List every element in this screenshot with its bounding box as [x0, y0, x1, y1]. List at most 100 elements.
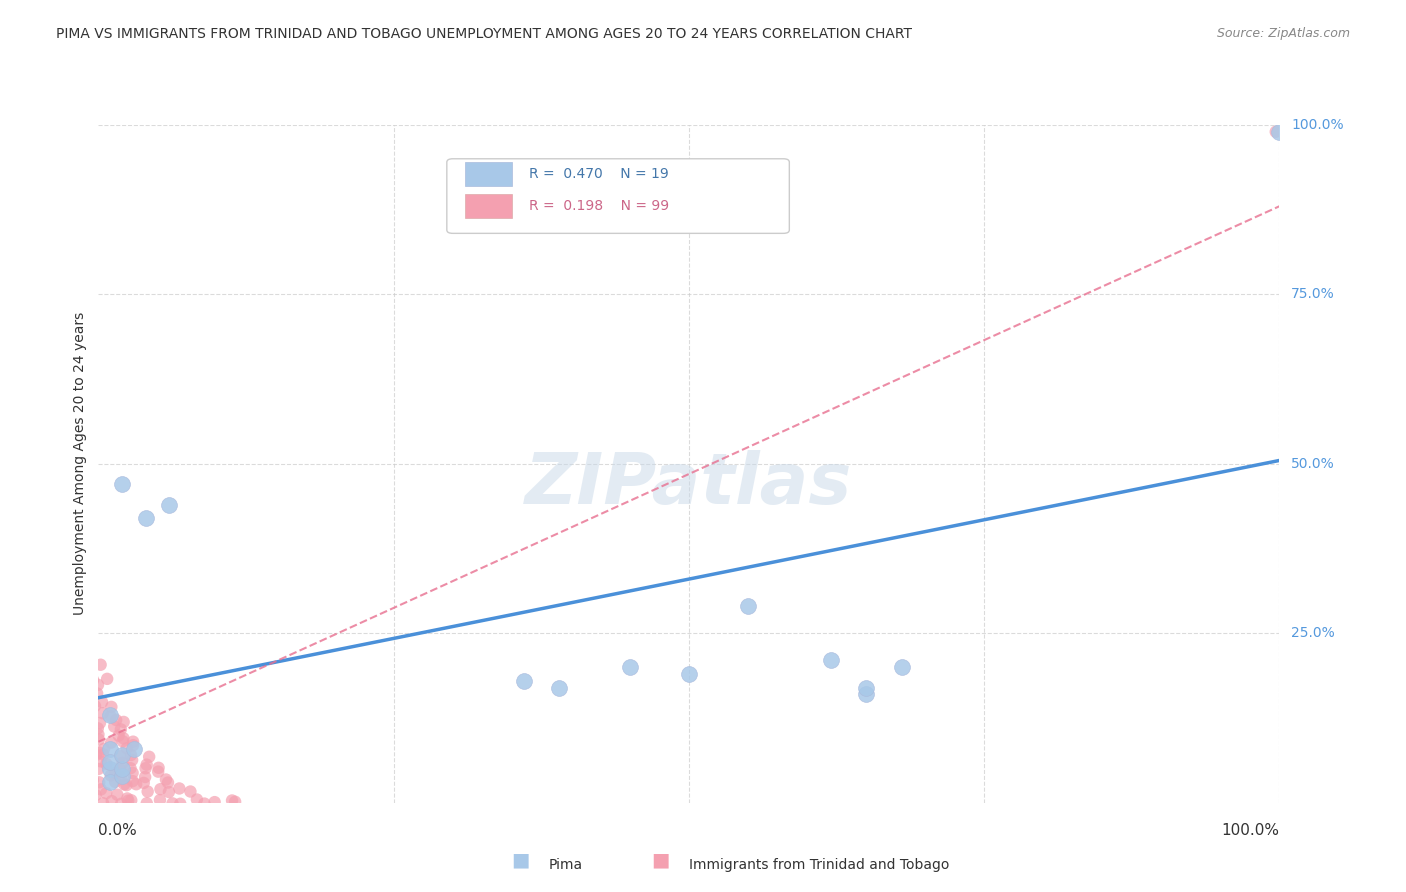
Immigrants from Trinidad and Tobago: [93, 742, 115, 756]
Pima: [820, 653, 842, 667]
Immigrants from Trinidad and Tobago: [122, 738, 145, 752]
Text: R =  0.470    N = 19: R = 0.470 N = 19: [530, 168, 669, 181]
Immigrants from Trinidad and Tobago: [89, 775, 111, 789]
Immigrants from Trinidad and Tobago: [89, 746, 111, 760]
Immigrants from Trinidad and Tobago: [84, 747, 107, 762]
Pima: [855, 681, 877, 695]
Immigrants from Trinidad and Tobago: [120, 793, 142, 807]
Immigrants from Trinidad and Tobago: [186, 792, 208, 806]
Immigrants from Trinidad and Tobago: [103, 719, 125, 733]
Immigrants from Trinidad and Tobago: [110, 797, 132, 811]
Immigrants from Trinidad and Tobago: [169, 797, 191, 811]
Immigrants from Trinidad and Tobago: [121, 765, 143, 780]
Immigrants from Trinidad and Tobago: [135, 761, 157, 775]
Text: ZIPatlas: ZIPatlas: [526, 450, 852, 518]
Immigrants from Trinidad and Tobago: [156, 775, 179, 789]
Immigrants from Trinidad and Tobago: [107, 729, 129, 743]
Immigrants from Trinidad and Tobago: [100, 709, 122, 723]
Text: 0.0%: 0.0%: [98, 823, 138, 838]
Immigrants from Trinidad and Tobago: [101, 794, 124, 808]
Immigrants from Trinidad and Tobago: [87, 722, 110, 736]
Y-axis label: Unemployment Among Ages 20 to 24 years: Unemployment Among Ages 20 to 24 years: [73, 312, 87, 615]
Immigrants from Trinidad and Tobago: [157, 785, 180, 799]
Text: Pima: Pima: [548, 858, 582, 872]
Pima: [111, 477, 134, 491]
Immigrants from Trinidad and Tobago: [91, 747, 114, 762]
Text: ■: ■: [651, 850, 671, 869]
Immigrants from Trinidad and Tobago: [221, 793, 243, 807]
Text: 25.0%: 25.0%: [1291, 626, 1336, 640]
Pima: [111, 748, 134, 763]
Immigrants from Trinidad and Tobago: [82, 673, 104, 687]
Immigrants from Trinidad and Tobago: [86, 686, 108, 700]
Immigrants from Trinidad and Tobago: [122, 734, 145, 748]
Immigrants from Trinidad and Tobago: [136, 784, 159, 798]
Pima: [111, 762, 134, 776]
Immigrants from Trinidad and Tobago: [179, 784, 201, 798]
Immigrants from Trinidad and Tobago: [87, 732, 110, 747]
Immigrants from Trinidad and Tobago: [112, 731, 135, 746]
Immigrants from Trinidad and Tobago: [204, 795, 226, 809]
Immigrants from Trinidad and Tobago: [135, 757, 157, 772]
Immigrants from Trinidad and Tobago: [105, 788, 128, 802]
Immigrants from Trinidad and Tobago: [84, 699, 107, 714]
Immigrants from Trinidad and Tobago: [100, 699, 122, 714]
Immigrants from Trinidad and Tobago: [120, 747, 142, 762]
FancyBboxPatch shape: [447, 159, 789, 234]
Immigrants from Trinidad and Tobago: [155, 772, 177, 787]
Pima: [1268, 125, 1291, 139]
Text: Source: ZipAtlas.com: Source: ZipAtlas.com: [1216, 27, 1350, 40]
Immigrants from Trinidad and Tobago: [169, 781, 191, 796]
Immigrants from Trinidad and Tobago: [162, 797, 184, 811]
Pima: [678, 667, 700, 681]
Immigrants from Trinidad and Tobago: [100, 768, 122, 782]
Immigrants from Trinidad and Tobago: [112, 714, 135, 729]
Immigrants from Trinidad and Tobago: [108, 763, 131, 777]
Pima: [890, 660, 912, 674]
Pima: [98, 741, 121, 756]
Text: 100.0%: 100.0%: [1291, 118, 1344, 132]
Immigrants from Trinidad and Tobago: [82, 772, 104, 787]
Pima: [98, 762, 121, 776]
Immigrants from Trinidad and Tobago: [132, 776, 155, 790]
Immigrants from Trinidad and Tobago: [91, 797, 114, 811]
Pima: [512, 673, 534, 688]
Immigrants from Trinidad and Tobago: [96, 757, 118, 772]
Pima: [98, 755, 121, 769]
Immigrants from Trinidad and Tobago: [91, 695, 114, 709]
Text: ■: ■: [510, 850, 530, 869]
Immigrants from Trinidad and Tobago: [110, 770, 132, 784]
Immigrants from Trinidad and Tobago: [120, 761, 142, 775]
Immigrants from Trinidad and Tobago: [135, 797, 157, 811]
Immigrants from Trinidad and Tobago: [121, 774, 143, 789]
Immigrants from Trinidad and Tobago: [148, 764, 170, 779]
Pima: [122, 741, 145, 756]
Immigrants from Trinidad and Tobago: [112, 777, 135, 791]
Immigrants from Trinidad and Tobago: [90, 657, 112, 672]
Pima: [98, 707, 121, 722]
Pima: [135, 511, 157, 525]
FancyBboxPatch shape: [464, 162, 512, 186]
Immigrants from Trinidad and Tobago: [224, 795, 246, 809]
Immigrants from Trinidad and Tobago: [121, 753, 143, 767]
Immigrants from Trinidad and Tobago: [87, 762, 110, 776]
Immigrants from Trinidad and Tobago: [110, 749, 132, 764]
Immigrants from Trinidad and Tobago: [91, 706, 114, 721]
Immigrants from Trinidad and Tobago: [105, 713, 128, 727]
Immigrants from Trinidad and Tobago: [111, 756, 134, 770]
Pima: [157, 498, 180, 512]
Immigrants from Trinidad and Tobago: [117, 794, 139, 808]
Text: R =  0.198    N = 99: R = 0.198 N = 99: [530, 199, 669, 213]
Immigrants from Trinidad and Tobago: [90, 782, 112, 797]
Immigrants from Trinidad and Tobago: [149, 782, 172, 797]
Immigrants from Trinidad and Tobago: [90, 755, 112, 769]
Immigrants from Trinidad and Tobago: [84, 788, 107, 802]
Immigrants from Trinidad and Tobago: [115, 741, 138, 756]
Immigrants from Trinidad and Tobago: [100, 736, 122, 750]
Immigrants from Trinidad and Tobago: [96, 672, 118, 686]
Immigrants from Trinidad and Tobago: [104, 765, 127, 780]
Immigrants from Trinidad and Tobago: [134, 770, 156, 784]
Immigrants from Trinidad and Tobago: [87, 678, 110, 692]
Pima: [619, 660, 641, 674]
Text: 50.0%: 50.0%: [1291, 457, 1336, 471]
